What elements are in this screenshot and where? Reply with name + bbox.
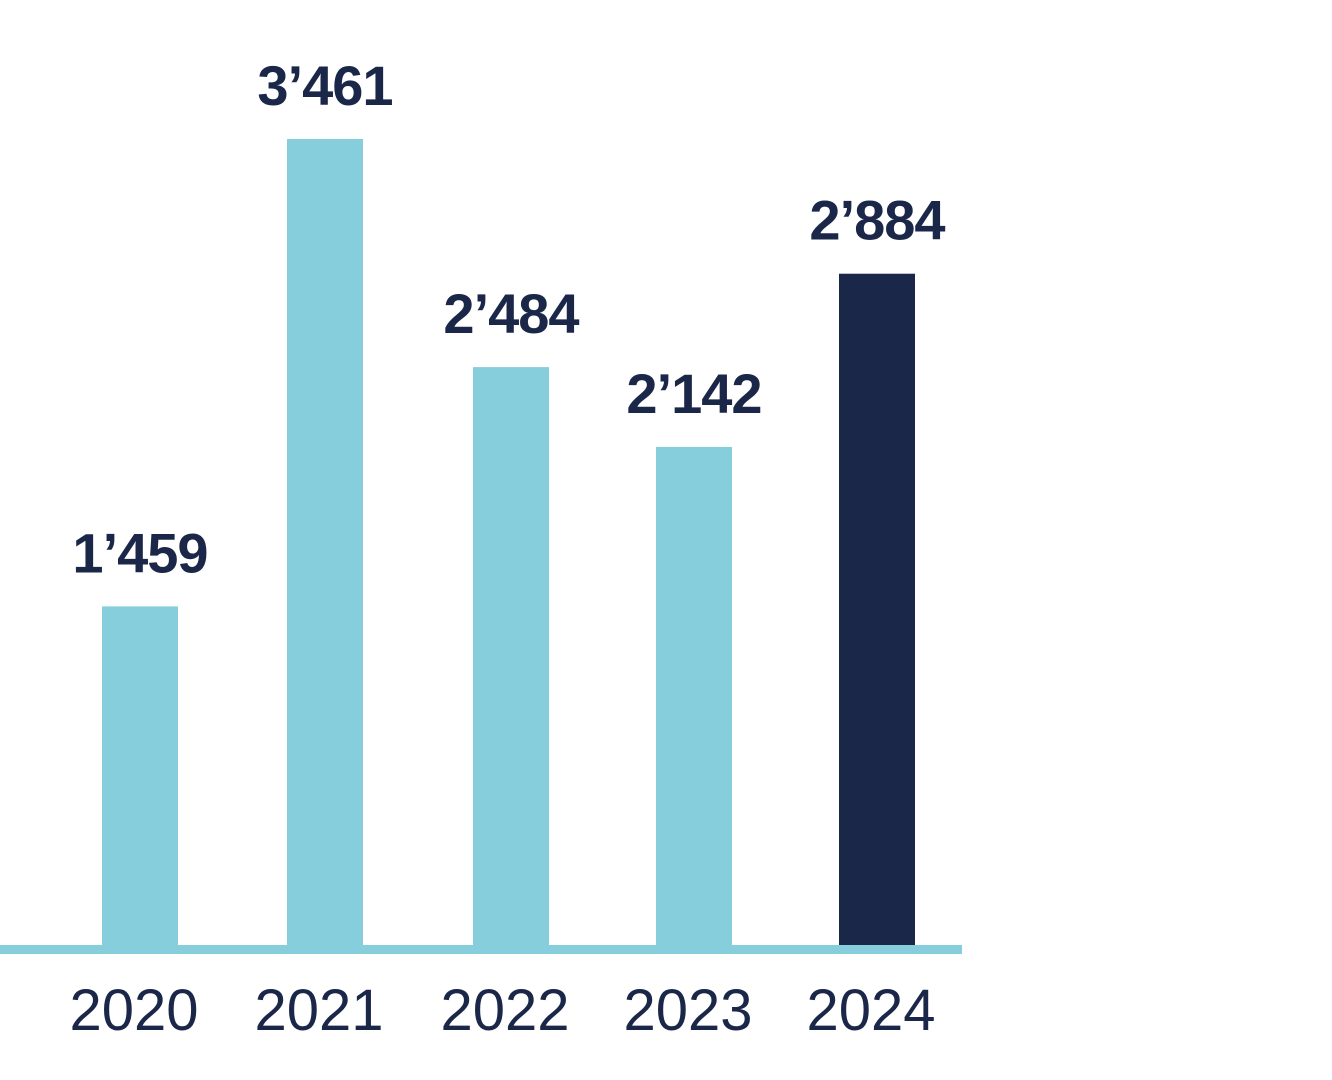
x-axis-line bbox=[0, 945, 962, 954]
x-tick-label-2022: 2022 bbox=[440, 978, 569, 1043]
data-label-2020: 1’459 bbox=[72, 521, 207, 584]
data-label-2023: 2’142 bbox=[626, 362, 761, 425]
data-label-2024: 2’884 bbox=[809, 189, 945, 252]
x-tick-label-2020: 2020 bbox=[69, 978, 198, 1043]
bar-2024 bbox=[839, 273, 915, 947]
bar-2020 bbox=[102, 606, 178, 947]
x-tick-label-2024: 2024 bbox=[806, 978, 935, 1043]
x-tick-label-2021: 2021 bbox=[254, 978, 383, 1043]
bar-2021 bbox=[287, 139, 363, 947]
bar-2022 bbox=[473, 367, 549, 947]
data-label-2022: 2’484 bbox=[443, 282, 579, 345]
bar-2023 bbox=[656, 446, 732, 947]
x-tick-label-2023: 2023 bbox=[623, 978, 752, 1043]
data-label-2021: 3’461 bbox=[257, 54, 392, 117]
